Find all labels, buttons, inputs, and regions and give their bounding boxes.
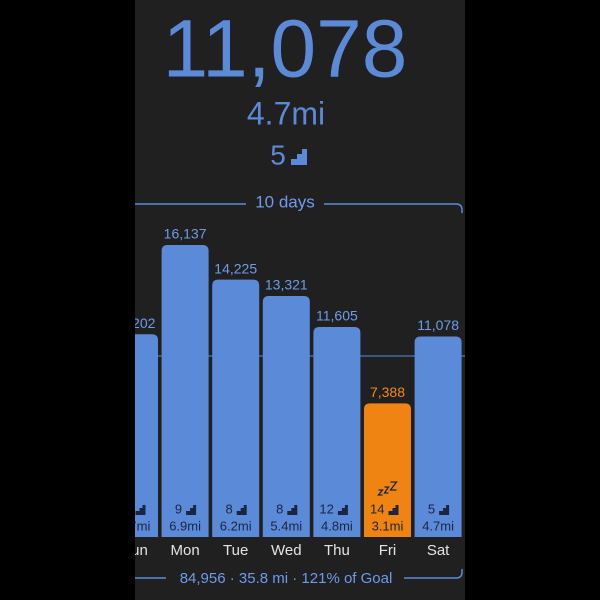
- value-label: 11,202: [114, 315, 156, 331]
- floors-label: 12: [319, 501, 333, 516]
- floors-label: 9: [175, 501, 182, 516]
- steps: 11,078: [163, 4, 408, 95]
- miles-label: 3.1mi: [372, 518, 404, 533]
- value-label: 7,388: [370, 384, 405, 400]
- sleep-icon: [377, 481, 398, 496]
- day-label: Wed: [271, 542, 302, 559]
- bar: [212, 279, 260, 537]
- stairs-icon: [439, 505, 450, 515]
- bar: [313, 327, 361, 537]
- stairs-icon: [186, 505, 197, 515]
- day-label: Sun: [121, 542, 148, 559]
- value-label: 13,321: [265, 277, 308, 293]
- miles-label: 6.2mi: [220, 518, 252, 533]
- miles-label: 4.7mi: [119, 518, 151, 533]
- miles-label: 4.7mi: [422, 518, 454, 533]
- range-bracket: [135, 203, 463, 213]
- bar: [135, 334, 158, 537]
- bar: [414, 336, 462, 537]
- distance: 4.7mi: [247, 95, 325, 131]
- bar: [262, 295, 310, 537]
- floors-label: 14: [370, 501, 384, 516]
- miles-label: 4.8mi: [321, 518, 353, 533]
- floors-label: 8: [225, 501, 232, 516]
- value-label: 11,605: [316, 308, 358, 324]
- day-label: Mon: [171, 542, 200, 559]
- stairs-icon: [135, 505, 146, 515]
- bar: [364, 403, 411, 537]
- summary: 84,956 · 35.8 mi · 121% of Goal: [180, 570, 393, 587]
- floors-label: 5: [428, 501, 435, 516]
- range-label: 10 days: [255, 192, 315, 211]
- day-label: Tue: [223, 542, 248, 559]
- value-label: 14,225: [214, 260, 257, 276]
- floors-label: 8: [276, 501, 283, 516]
- day-label: Sat: [427, 542, 450, 559]
- stairs-icon: [291, 149, 307, 165]
- miles-label: 5.4mi: [270, 518, 302, 533]
- stairs-icon: [236, 505, 247, 515]
- value-label: 11,078: [417, 317, 459, 333]
- floors: 5: [270, 139, 286, 170]
- stairs-icon: [287, 505, 298, 515]
- bar: [161, 245, 209, 537]
- miles-label: 6.9mi: [169, 518, 201, 533]
- day-label: Thu: [324, 542, 350, 559]
- day-label: Fri: [379, 542, 397, 559]
- summary-bracket: [135, 569, 463, 579]
- value-label: 16,137: [164, 226, 207, 242]
- app: 11,078 4.7mi 5 10 days 84,956 · 35.8 mi …: [114, 0, 465, 600]
- stairs-icon: [337, 505, 348, 515]
- stairs-icon: [388, 505, 399, 515]
